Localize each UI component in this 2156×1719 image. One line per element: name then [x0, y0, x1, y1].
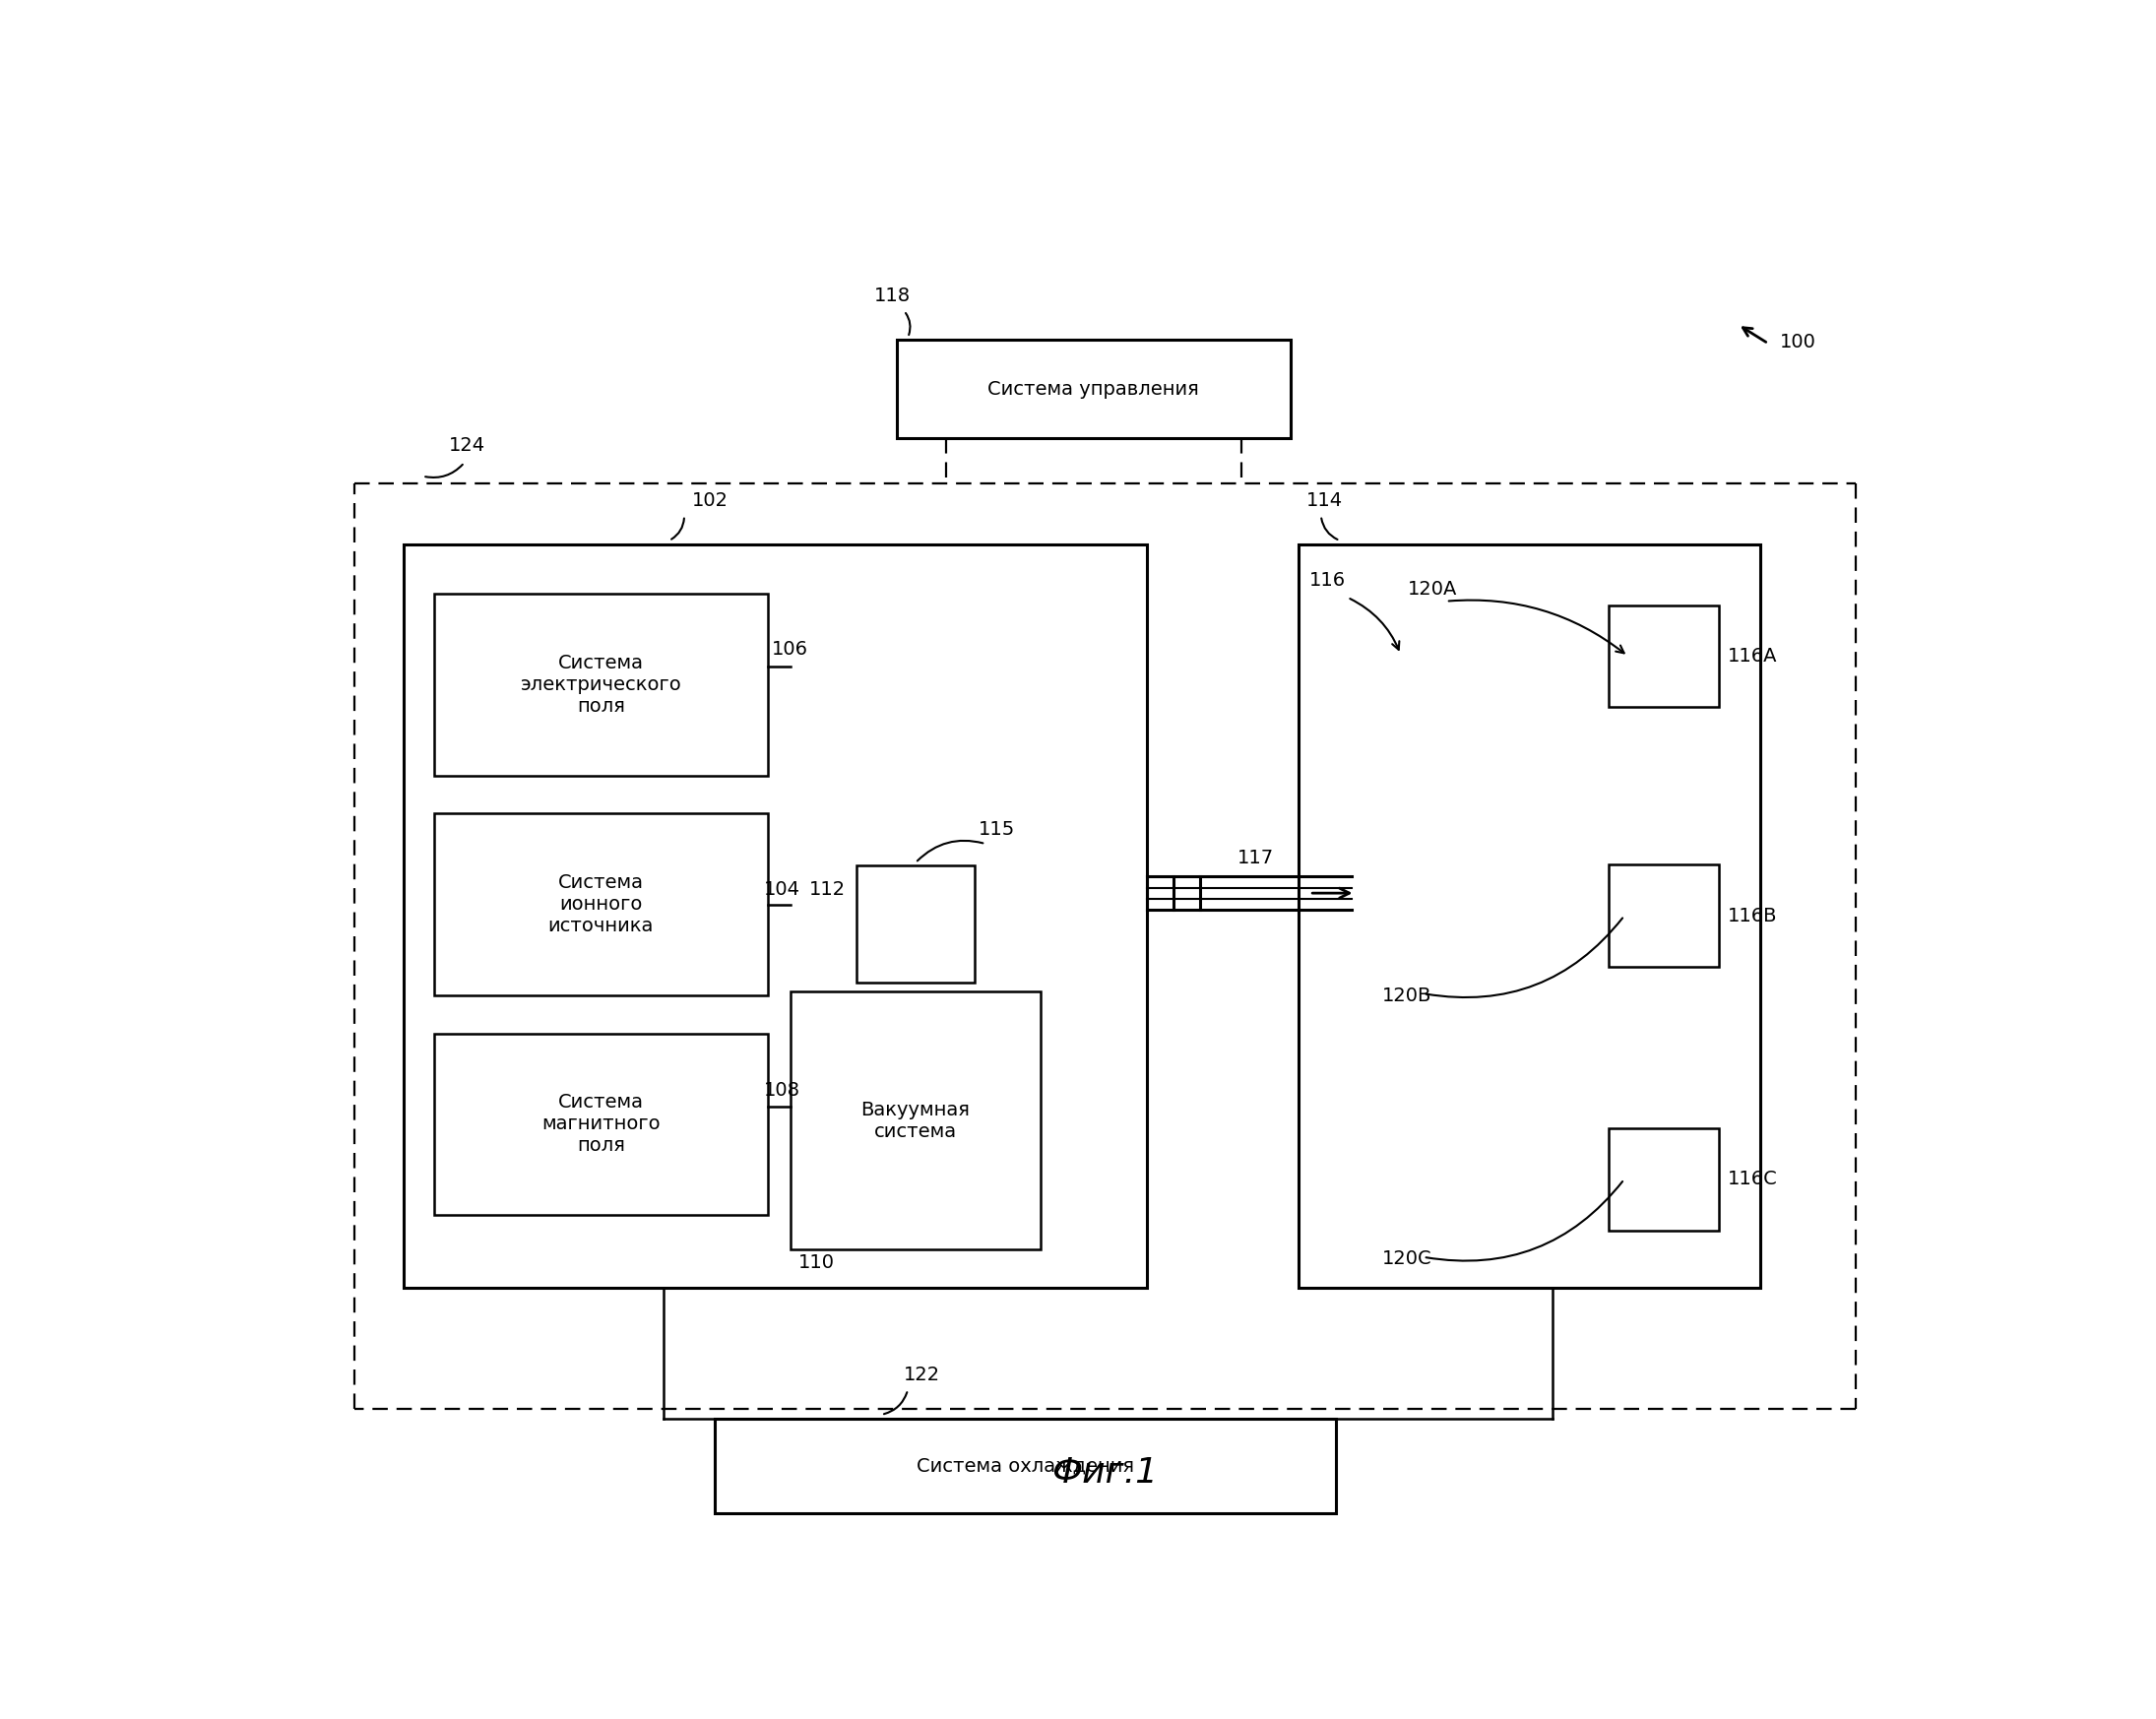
Text: 120B: 120B — [1382, 987, 1432, 1006]
Bar — [433, 1033, 768, 1215]
Text: 116B: 116B — [1729, 906, 1779, 925]
Text: Фиг.1: Фиг.1 — [1052, 1456, 1158, 1490]
Text: 110: 110 — [798, 1253, 834, 1272]
Bar — [1298, 545, 1761, 1288]
Text: 115: 115 — [979, 820, 1015, 839]
Bar — [714, 1418, 1337, 1513]
Bar — [791, 992, 1041, 1250]
Text: 120C: 120C — [1382, 1250, 1432, 1269]
Text: 116A: 116A — [1729, 646, 1779, 665]
Text: 116: 116 — [1309, 571, 1345, 590]
Text: Система управления: Система управления — [987, 380, 1199, 399]
Text: 120A: 120A — [1408, 581, 1457, 598]
Text: 122: 122 — [903, 1365, 940, 1384]
Text: 100: 100 — [1779, 332, 1815, 351]
Text: 112: 112 — [808, 880, 845, 899]
Text: 117: 117 — [1238, 849, 1274, 868]
Text: Система
магнитного
поля: Система магнитного поля — [541, 1093, 660, 1155]
Text: 116C: 116C — [1729, 1171, 1779, 1188]
Bar — [403, 545, 1147, 1288]
Bar — [1608, 605, 1718, 708]
Text: 114: 114 — [1307, 492, 1343, 511]
Bar — [433, 813, 768, 995]
Bar — [433, 593, 768, 775]
Text: 102: 102 — [692, 492, 729, 511]
Text: 118: 118 — [873, 287, 910, 306]
Text: Система
электрического
поля: Система электрического поля — [520, 653, 681, 715]
Bar — [897, 340, 1291, 438]
Bar — [1608, 865, 1718, 968]
Text: Вакуумная
система: Вакуумная система — [860, 1100, 970, 1141]
Text: Система охлаждения: Система охлаждения — [916, 1456, 1134, 1475]
Text: 104: 104 — [763, 880, 800, 899]
Text: 106: 106 — [772, 639, 808, 658]
Text: 108: 108 — [763, 1081, 800, 1100]
Bar — [856, 865, 975, 983]
Text: 124: 124 — [448, 437, 485, 456]
Bar — [1608, 1128, 1718, 1231]
Text: Система
ионного
источника: Система ионного источника — [548, 873, 653, 935]
